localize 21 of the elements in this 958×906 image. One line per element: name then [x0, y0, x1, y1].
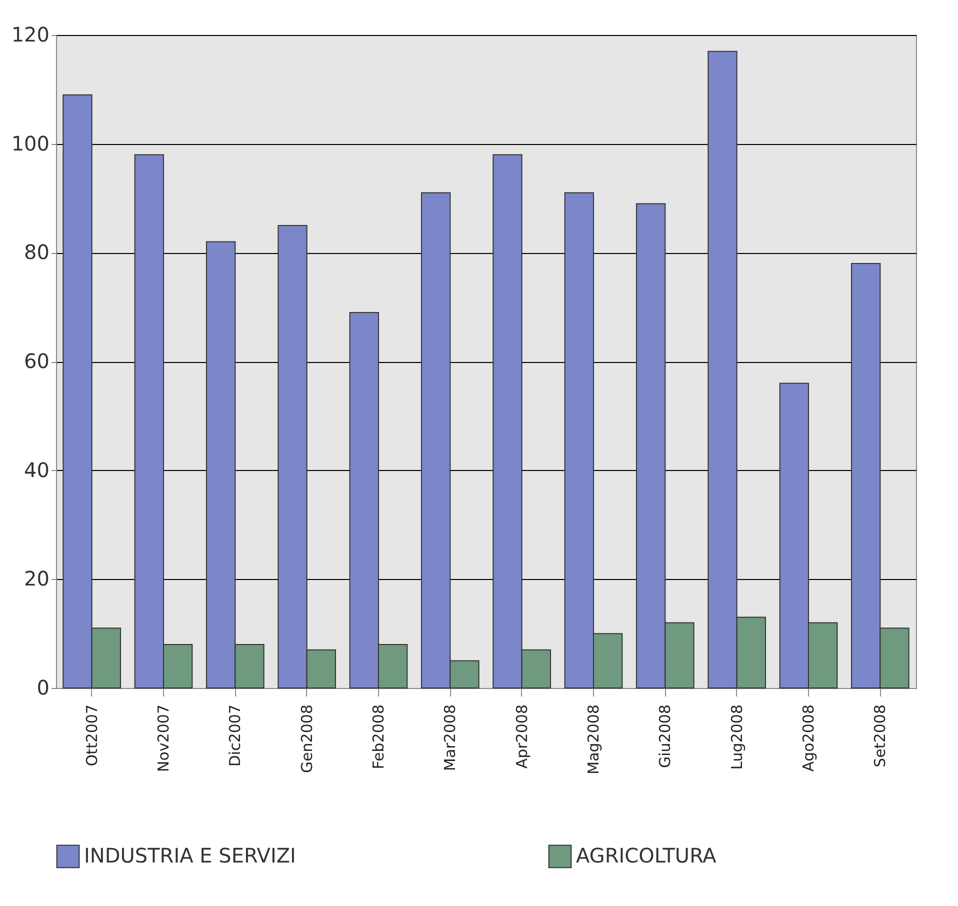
- x-tick-label: Ott2007: [82, 704, 101, 766]
- x-tick-label: Gen2008: [298, 704, 316, 774]
- x-tick-label: Mar2008: [441, 704, 460, 771]
- y-tick-label: 120: [11, 22, 50, 46]
- x-tick-label: Set2008: [871, 704, 890, 768]
- y-tick-label: 80: [24, 240, 50, 264]
- x-tick-label: Ago2008: [800, 704, 818, 772]
- legend-label: AGRICOLTURA: [576, 843, 717, 868]
- y-tick-label: 0: [36, 676, 50, 700]
- x-tick-label: Mag2008: [584, 704, 602, 774]
- x-tick-label: Lug2008: [728, 704, 746, 770]
- y-tick-label: 40: [24, 458, 50, 482]
- y-tick-label: 60: [24, 349, 50, 373]
- y-tick-label: 100: [11, 131, 50, 156]
- x-tick-label: Feb2008: [370, 704, 388, 770]
- legend-label: INDUSTRIA E SERVIZI: [84, 843, 296, 868]
- x-tick-label: Giu2008: [656, 704, 674, 768]
- x-tick-label: Nov2007: [154, 704, 172, 772]
- x-tick-label: Dic2007: [226, 704, 244, 767]
- x-tick-label: Apr2008: [512, 704, 531, 769]
- y-tick-label: 20: [24, 566, 50, 591]
